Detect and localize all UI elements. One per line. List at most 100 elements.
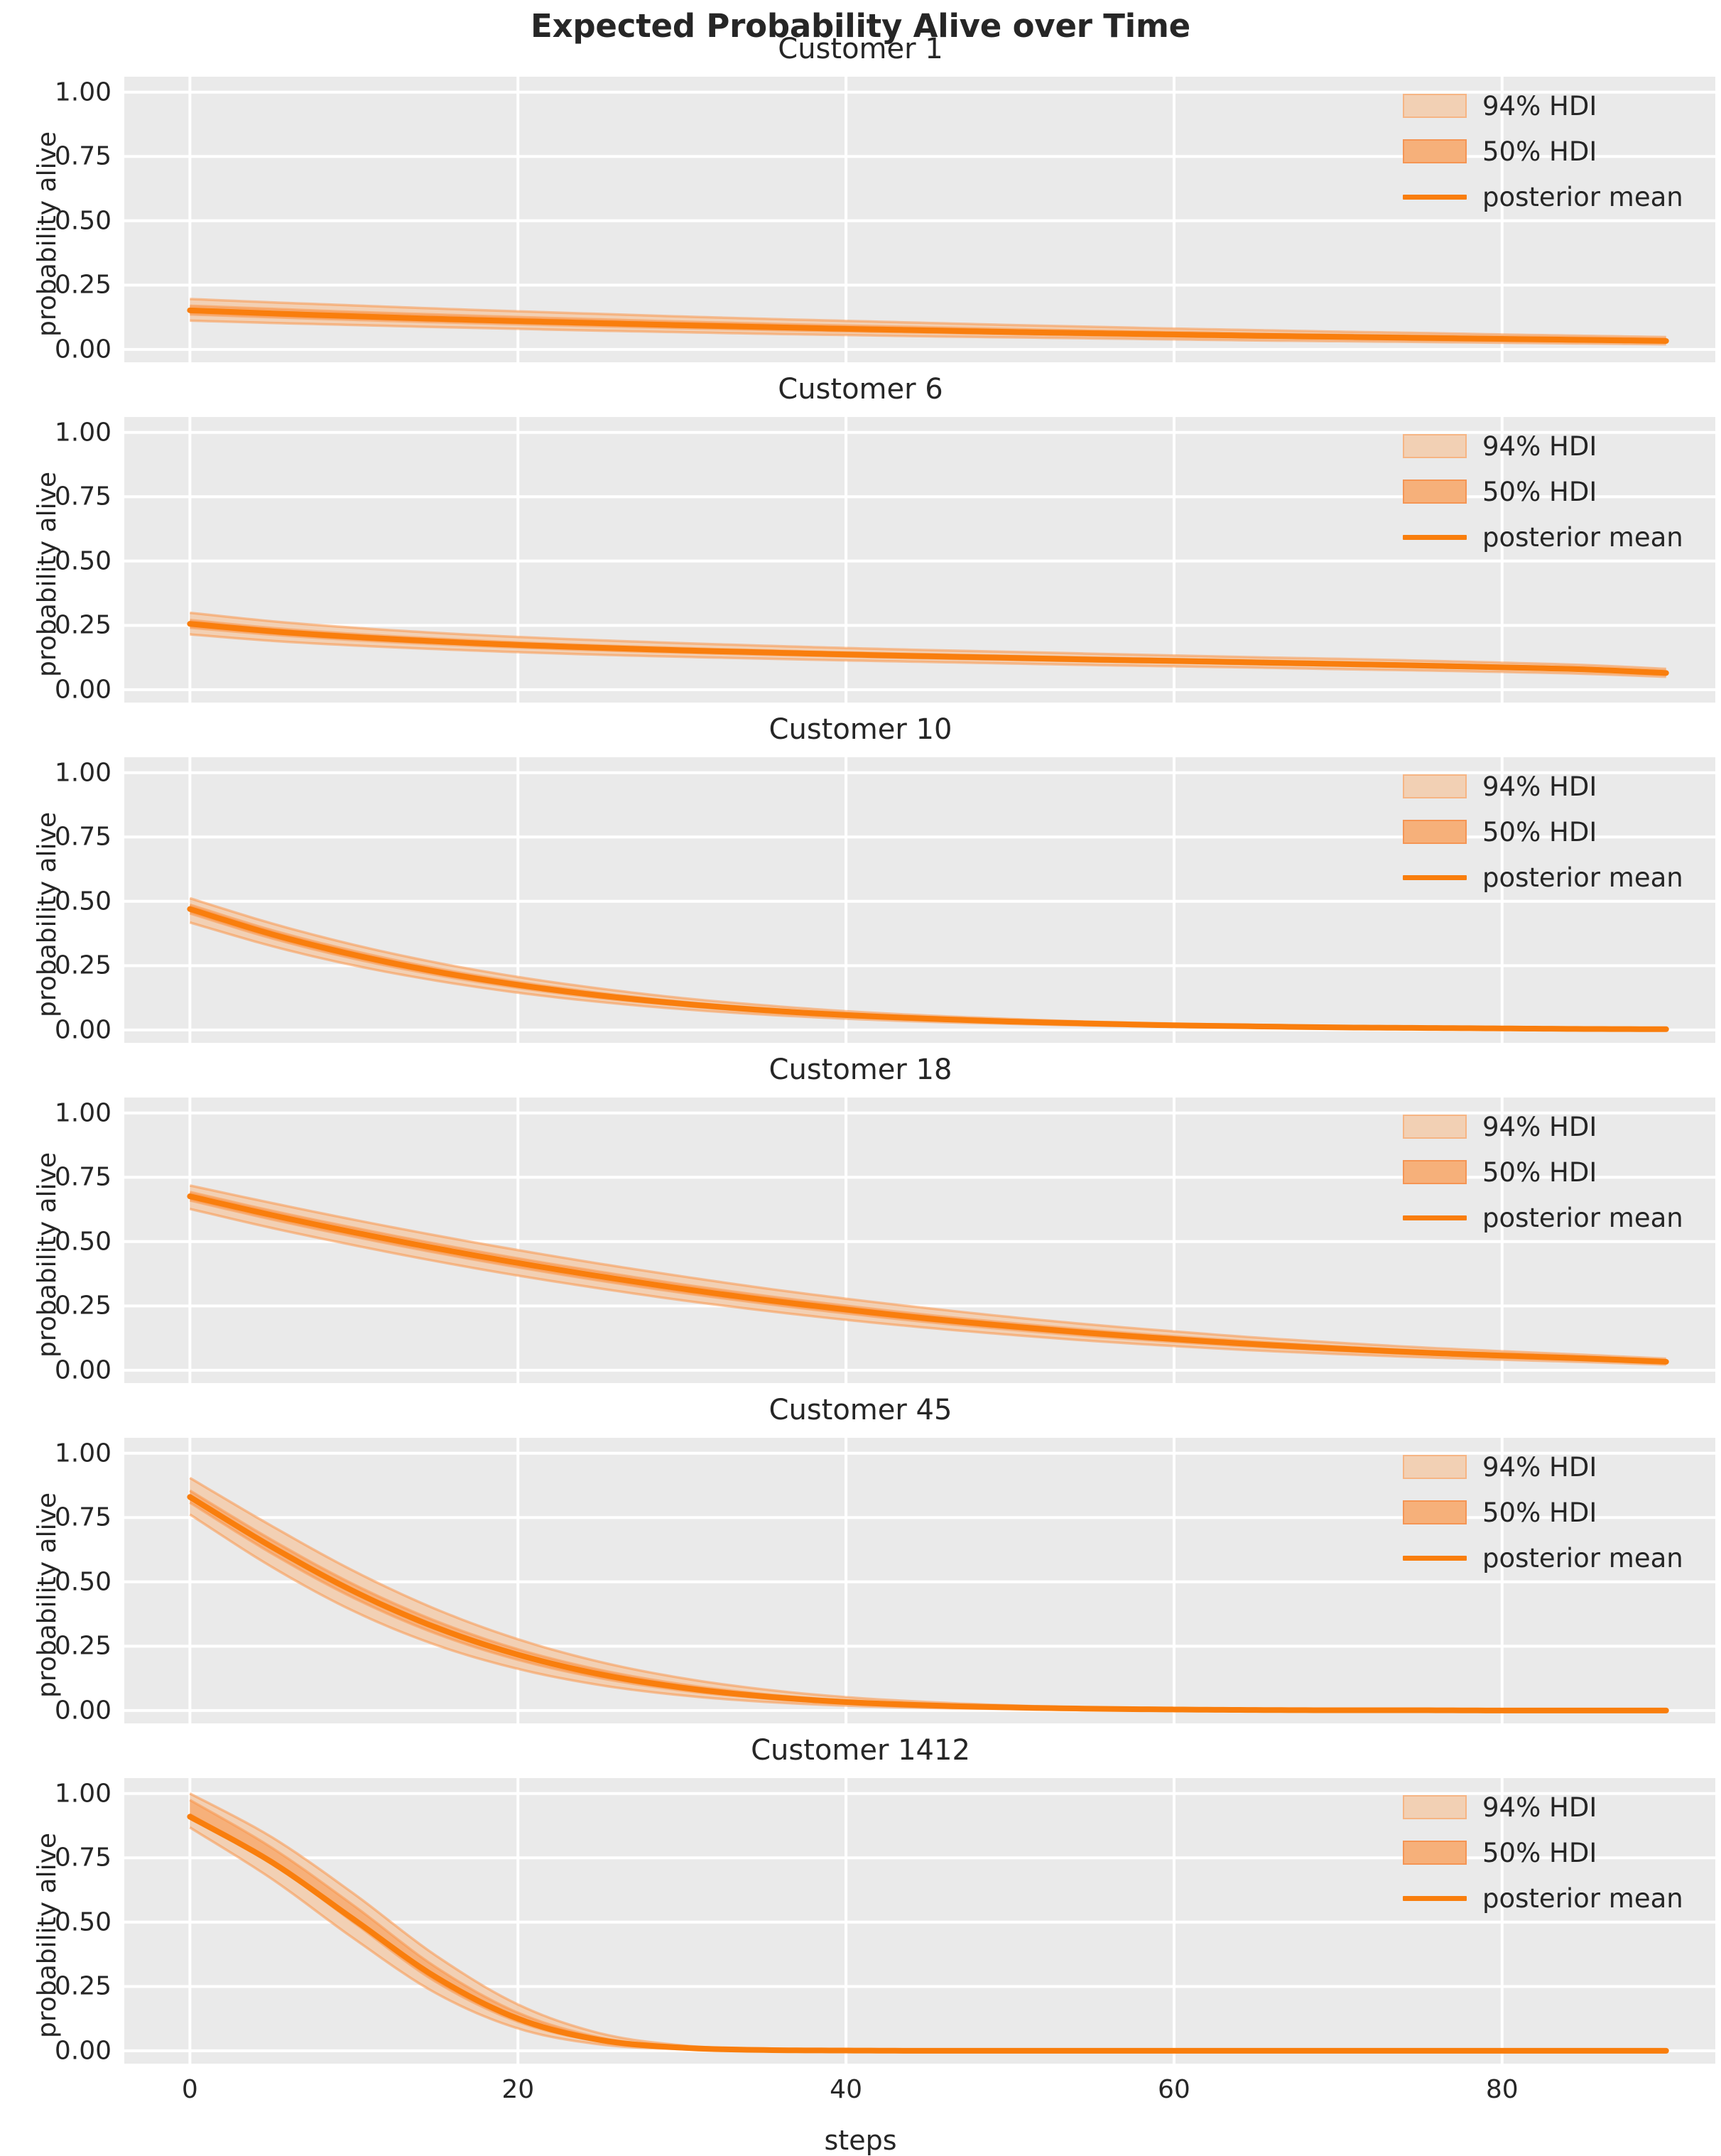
y-tick-label: 0.50 bbox=[54, 887, 112, 916]
subplot-customer-10: Customer 10 0.00 0.25 0.50 0.75 1.00 probabili… bbox=[0, 713, 1721, 1045]
legend-swatch-hdi94 bbox=[1403, 774, 1467, 798]
legend-label: posterior mean bbox=[1482, 181, 1683, 212]
legend-label: 94% HDI bbox=[1482, 771, 1597, 802]
y-tick-label: 0.50 bbox=[54, 546, 112, 576]
legend-item-2[interactable]: 50% HDI bbox=[1403, 1836, 1683, 1869]
plot-area-6 bbox=[124, 417, 1715, 703]
y-tick-label: 0.00 bbox=[54, 1015, 112, 1045]
legend-item-1[interactable]: 94% HDI bbox=[1403, 1451, 1683, 1483]
legend-label: 50% HDI bbox=[1482, 1156, 1597, 1188]
legend-line-wrap bbox=[1403, 1206, 1467, 1230]
legend-label: 50% HDI bbox=[1482, 816, 1597, 847]
legend-line-wrap bbox=[1403, 1886, 1467, 1910]
legend-swatch-hdi50 bbox=[1403, 480, 1467, 504]
y-axis-label: probability alive bbox=[33, 131, 62, 337]
legend-swatch-hdi94 bbox=[1403, 1455, 1467, 1479]
y-tick-label: 0.50 bbox=[54, 1907, 112, 1937]
plot-area-1412 bbox=[124, 1778, 1715, 2064]
legend-item-3[interactable]: posterior mean bbox=[1403, 1542, 1683, 1574]
y-tick-label: 0.00 bbox=[54, 675, 112, 705]
subplot-title-45: Customer 45 bbox=[769, 1394, 952, 1426]
posterior-draw-line bbox=[190, 319, 1666, 346]
posterior-mean-line bbox=[187, 1193, 1669, 1365]
y-tick-label: 0.50 bbox=[54, 206, 112, 236]
subplot-customer-6: Customer 6 0.00 0.25 0.50 0.75 1.00 probabilit… bbox=[0, 373, 1721, 705]
legend-line-wrap bbox=[1403, 185, 1467, 209]
plot-svg-1412 bbox=[124, 1778, 1715, 2064]
legend-swatch-hdi50 bbox=[1403, 1841, 1467, 1865]
legend-item-3[interactable]: posterior mean bbox=[1403, 861, 1683, 894]
legend: 94% HDI 50% HDI posterior mean bbox=[1403, 90, 1683, 213]
plot-area-10 bbox=[124, 757, 1715, 1043]
legend-label: 50% HDI bbox=[1482, 1837, 1597, 1868]
legend-item-2[interactable]: 50% HDI bbox=[1403, 1156, 1683, 1188]
posterior-draw-line bbox=[189, 1208, 1666, 1366]
legend: 94% HDI 50% HDI posterior mean bbox=[1403, 430, 1683, 553]
posterior-draw-line bbox=[190, 611, 1666, 671]
legend-label: 94% HDI bbox=[1482, 1111, 1597, 1142]
legend-label: posterior mean bbox=[1482, 521, 1683, 553]
y-tick-label: 0.50 bbox=[54, 1227, 112, 1257]
subplot-title-18: Customer 18 bbox=[769, 1053, 952, 1086]
legend-item-2[interactable]: 50% HDI bbox=[1403, 135, 1683, 168]
posterior-draw-line bbox=[189, 921, 1666, 1031]
posterior-mean-line bbox=[187, 906, 1669, 1032]
legend-label: 94% HDI bbox=[1482, 1792, 1597, 1823]
legend-item-2[interactable]: 50% HDI bbox=[1403, 475, 1683, 508]
legend-swatch-mean-line bbox=[1403, 874, 1467, 880]
y-axis-label: probability alive bbox=[33, 811, 62, 1017]
legend: 94% HDI 50% HDI posterior mean bbox=[1403, 1451, 1683, 1574]
legend-label: 94% HDI bbox=[1482, 90, 1597, 121]
subplot-title-10: Customer 10 bbox=[769, 713, 952, 746]
legend-item-1[interactable]: 94% HDI bbox=[1403, 430, 1683, 462]
plot-svg-18 bbox=[124, 1098, 1715, 1383]
y-tick-label: 0.50 bbox=[54, 1567, 112, 1597]
legend-swatch-mean-line bbox=[1403, 1215, 1467, 1220]
legend-item-1[interactable]: 94% HDI bbox=[1403, 1791, 1683, 1824]
legend-item-3[interactable]: posterior mean bbox=[1403, 1882, 1683, 1914]
subplot-title-6: Customer 6 bbox=[778, 373, 943, 406]
legend-swatch-mean-line bbox=[1403, 534, 1467, 540]
posterior-mean-line bbox=[187, 307, 1669, 344]
y-tick-label: 0.00 bbox=[54, 2036, 112, 2066]
y-axis-label: probability alive bbox=[33, 1152, 62, 1358]
subplot-customer-18: Customer 18 0.00 0.25 0.50 0.75 1.00 probabili… bbox=[0, 1053, 1721, 1385]
legend-item-2[interactable]: 50% HDI bbox=[1403, 816, 1683, 848]
plot-svg-45 bbox=[124, 1438, 1715, 1723]
legend-line-wrap bbox=[1403, 1546, 1467, 1570]
legend-swatch-hdi94 bbox=[1403, 1115, 1467, 1139]
legend-swatch-hdi94 bbox=[1403, 94, 1467, 118]
legend-item-3[interactable]: posterior mean bbox=[1403, 180, 1683, 213]
legend-line-wrap bbox=[1403, 865, 1467, 889]
legend-label: posterior mean bbox=[1482, 1202, 1683, 1233]
plot-svg-6 bbox=[124, 417, 1715, 703]
legend-item-2[interactable]: 50% HDI bbox=[1403, 1496, 1683, 1529]
legend-item-1[interactable]: 94% HDI bbox=[1403, 90, 1683, 122]
legend-item-1[interactable]: 94% HDI bbox=[1403, 770, 1683, 803]
x-tick-label: 0 bbox=[181, 2075, 198, 2104]
legend-item-3[interactable]: posterior mean bbox=[1403, 1201, 1683, 1234]
y-tick-label: 0.25 bbox=[54, 950, 112, 980]
legend-item-3[interactable]: posterior mean bbox=[1403, 521, 1683, 553]
x-tick-label: 40 bbox=[830, 2075, 862, 2104]
legend: 94% HDI 50% HDI posterior mean bbox=[1403, 1110, 1683, 1234]
y-axis-label: probability alive bbox=[33, 1492, 62, 1698]
plot-area-1 bbox=[124, 77, 1715, 362]
legend-swatch-hdi50 bbox=[1403, 1160, 1467, 1184]
posterior-mean-line bbox=[187, 621, 1669, 676]
legend-swatch-mean-line bbox=[1403, 1555, 1467, 1561]
subplot-customer-1: Customer 1 0.00 0.25 0.50 0.75 1.00 probabilit… bbox=[0, 33, 1721, 364]
y-tick-label: 0.00 bbox=[54, 1696, 112, 1726]
y-tick-label: 1.00 bbox=[54, 758, 112, 788]
y-tick-label: 1.00 bbox=[54, 1098, 112, 1128]
posterior-draw-line bbox=[190, 298, 1666, 339]
legend-label: 94% HDI bbox=[1482, 430, 1597, 462]
subplot-title-1: Customer 1 bbox=[778, 33, 943, 65]
legend-swatch-hdi50 bbox=[1403, 139, 1467, 163]
plot-area-18 bbox=[124, 1098, 1715, 1383]
legend-label: posterior mean bbox=[1482, 1542, 1683, 1573]
y-tick-label: 0.25 bbox=[54, 1971, 112, 2001]
legend-item-1[interactable]: 94% HDI bbox=[1403, 1110, 1683, 1143]
legend-swatch-hdi94 bbox=[1403, 1795, 1467, 1819]
legend-label: 94% HDI bbox=[1482, 1451, 1597, 1483]
